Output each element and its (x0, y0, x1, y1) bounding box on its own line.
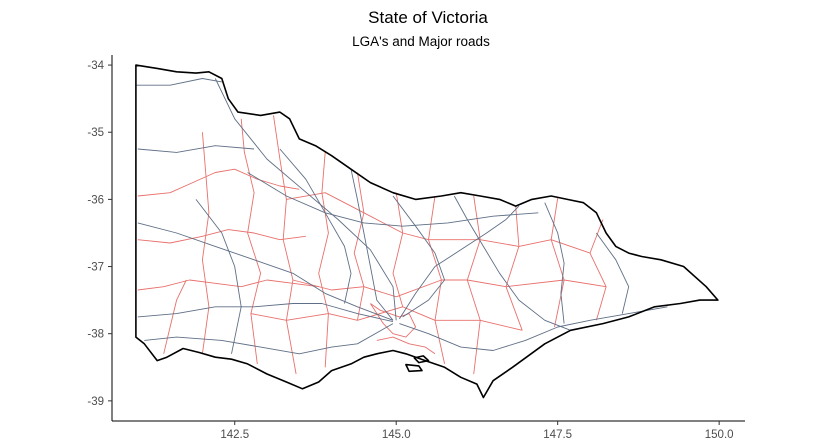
lga-boundarie-path-5 (240, 118, 262, 364)
major-road-path-1 (137, 145, 255, 153)
state-boundary-island-path-0 (405, 363, 423, 373)
lga-boundarie-path-0 (137, 168, 300, 197)
lga-boundarie-path-17 (250, 306, 523, 331)
major-road-path-4 (137, 303, 394, 323)
lga-boundarie-path-13 (550, 197, 565, 328)
y-axis-ticks: -34 -35 -36 -37 -38 -39 (87, 60, 112, 408)
lga-boundarie-path-19 (376, 336, 436, 355)
major-road-path-13 (596, 232, 630, 314)
major-road-path-6 (279, 148, 352, 304)
major-road-path-11 (399, 306, 668, 351)
lga-boundaries-layer (137, 115, 607, 375)
y-tick-label: -38 (87, 329, 104, 341)
map-layers (135, 64, 719, 399)
lga-boundarie-path-8 (353, 172, 365, 321)
major-roads-layer (136, 78, 668, 355)
x-axis-ticks: 142.5 145.0 147.5 150.0 (220, 421, 734, 441)
lga-boundarie-path-12 (505, 206, 523, 331)
state-boundary-island-path-1 (413, 355, 430, 364)
major-road-path-9 (453, 195, 571, 331)
state-boundary-layer (135, 64, 719, 399)
major-road-path-0 (136, 78, 222, 86)
state-boundary-islands-layer (405, 355, 430, 373)
major-road-path-8 (392, 195, 446, 318)
state-boundary-path-0 (135, 64, 719, 399)
lga-boundarie-path-4 (201, 132, 210, 354)
major-road-path-15 (247, 172, 539, 227)
lga-boundarie-path-15 (286, 192, 591, 254)
major-road-path-3 (137, 222, 394, 321)
y-tick-label: -36 (87, 194, 104, 206)
major-road-path-2 (214, 78, 397, 321)
lga-boundarie-path-16 (292, 279, 607, 298)
major-road-path-7 (350, 169, 394, 321)
x-tick-label: 147.5 (543, 429, 572, 441)
lga-boundarie-path-9 (392, 192, 404, 307)
y-tick-label: -34 (87, 60, 104, 72)
lga-boundarie-path-1 (137, 229, 306, 244)
lga-boundarie-path-14 (589, 219, 607, 321)
x-tick-label: 150.0 (705, 429, 734, 441)
lga-boundarie-path-7 (318, 152, 329, 368)
lga-boundarie-path-18 (370, 303, 417, 338)
y-tick-label: -35 (87, 127, 104, 139)
y-tick-label: -37 (87, 262, 104, 274)
lga-boundarie-path-3 (163, 279, 187, 354)
major-road-path-5 (144, 323, 394, 355)
map-subtitle: LGA's and Major roads (352, 34, 490, 49)
map-title: State of Victoria (368, 8, 488, 27)
major-road-path-14 (195, 199, 242, 354)
x-tick-label: 145.0 (382, 429, 411, 441)
major-road-path-12 (544, 202, 565, 324)
lga-boundarie-path-2 (137, 279, 319, 291)
major-road-path-10 (399, 205, 520, 320)
x-tick-label: 142.5 (220, 429, 249, 441)
y-tick-label: -39 (87, 396, 104, 408)
